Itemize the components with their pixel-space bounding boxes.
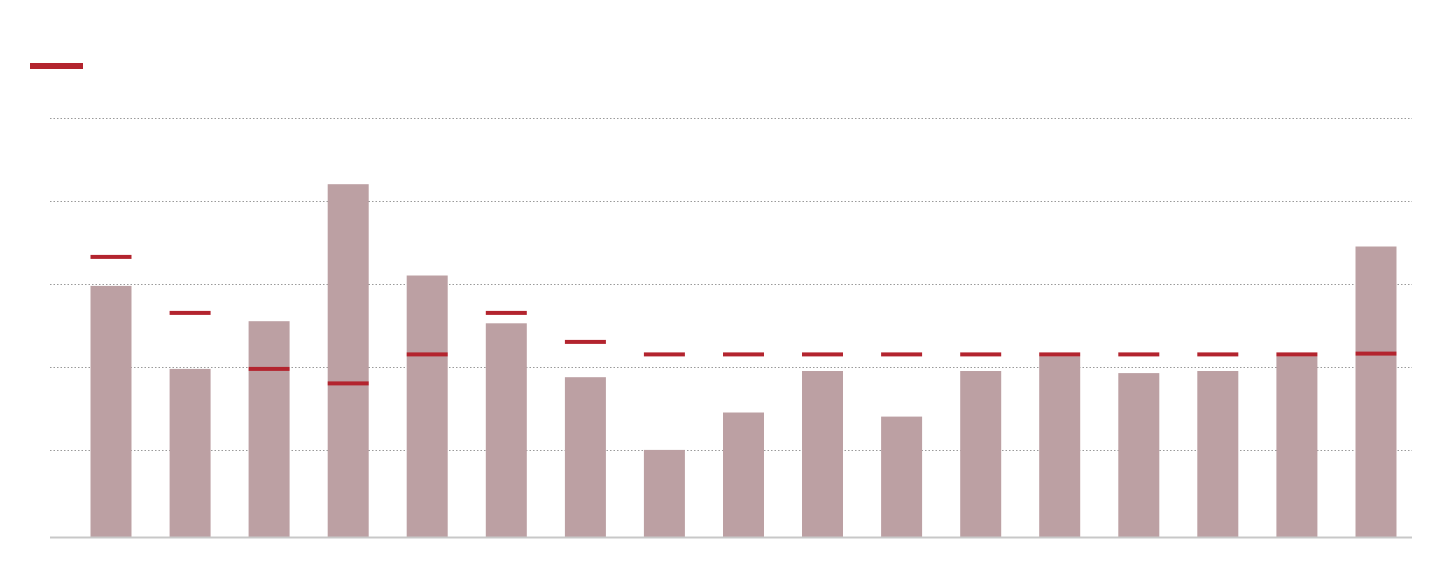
- marker-12: [1039, 352, 1081, 357]
- bar-9: [802, 371, 843, 537]
- bar-series: [90, 184, 1397, 538]
- bar-1: [169, 368, 211, 537]
- bar-5: [485, 323, 527, 537]
- marker-9: [802, 352, 843, 357]
- marker-14: [1197, 352, 1239, 357]
- bar-15: [1276, 356, 1318, 537]
- legend: [30, 63, 91, 69]
- marker-8: [723, 352, 764, 357]
- marker-0: [90, 254, 132, 259]
- bar-10: [881, 416, 923, 537]
- bar-6: [564, 377, 606, 537]
- gridlines: [50, 118, 1412, 451]
- bar-7: [643, 449, 685, 538]
- marker-16: [1355, 351, 1397, 356]
- bar-13: [1118, 373, 1160, 537]
- marker-7: [643, 352, 685, 357]
- marker-5: [485, 310, 527, 315]
- marker-3: [327, 381, 369, 386]
- marker-10: [881, 352, 923, 357]
- marker-4: [406, 352, 448, 357]
- bar-8: [723, 412, 764, 537]
- bar-16: [1355, 246, 1397, 537]
- bar-4: [406, 275, 448, 537]
- marker-1: [169, 310, 211, 315]
- marker-11: [960, 352, 1002, 357]
- marker-series: [90, 254, 1397, 386]
- bar-0: [90, 285, 132, 537]
- bar-3: [327, 184, 369, 537]
- bar-14: [1197, 371, 1239, 537]
- marker-2: [248, 366, 290, 371]
- marker-15: [1276, 352, 1318, 357]
- bar-12: [1039, 356, 1081, 537]
- legend-marker-swatch: [30, 63, 83, 69]
- bar-2: [248, 321, 290, 537]
- marker-6: [564, 339, 606, 344]
- marker-13: [1118, 352, 1160, 357]
- bar-11: [960, 371, 1002, 537]
